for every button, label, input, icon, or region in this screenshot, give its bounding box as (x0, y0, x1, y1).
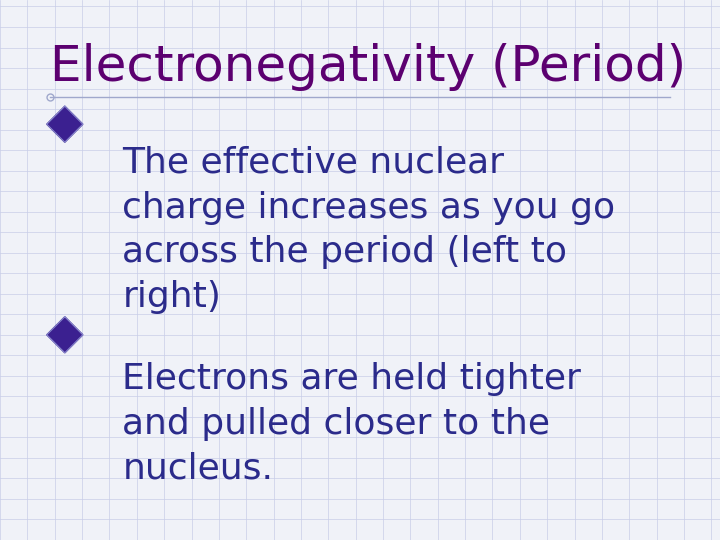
Polygon shape (47, 106, 83, 142)
Text: Electronegativity (Period): Electronegativity (Period) (50, 43, 687, 91)
Text: Electrons are held tighter
and pulled closer to the
nucleus.: Electrons are held tighter and pulled cl… (122, 362, 581, 485)
Polygon shape (47, 317, 83, 353)
Text: The effective nuclear
charge increases as you go
across the period (left to
righ: The effective nuclear charge increases a… (122, 146, 616, 314)
